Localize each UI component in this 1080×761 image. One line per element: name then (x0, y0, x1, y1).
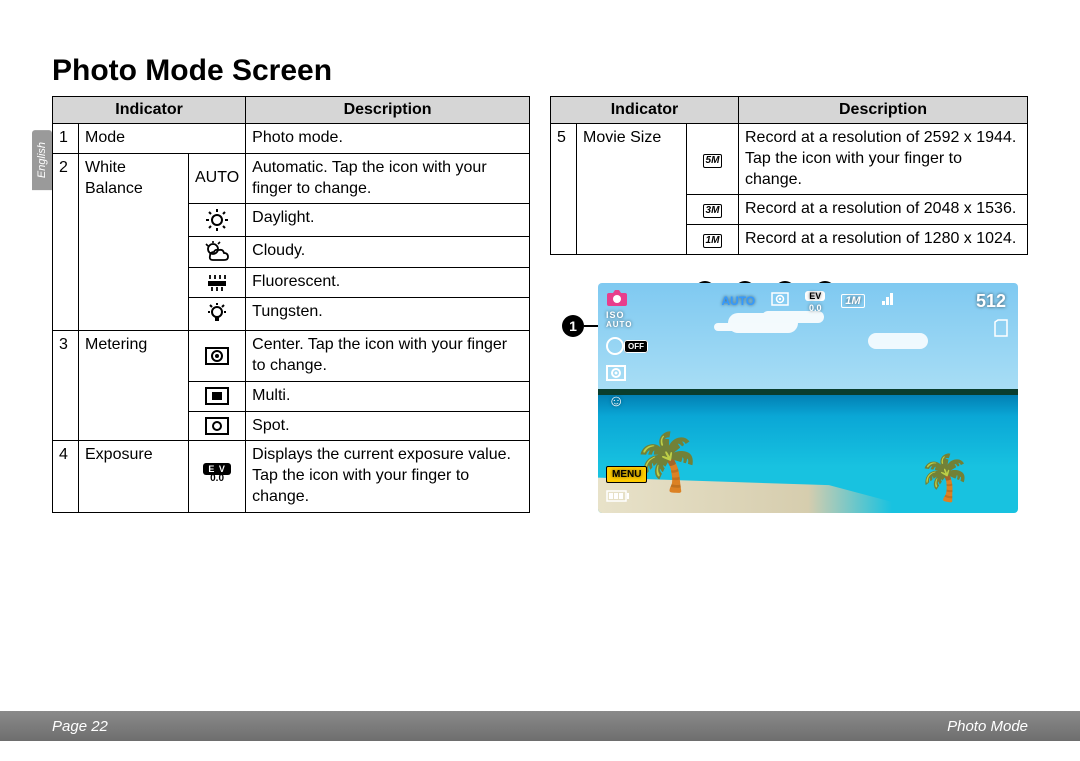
th-indicator: Indicator (53, 97, 246, 124)
row-number: 4 (53, 441, 79, 512)
row-indicator: Exposure (79, 441, 189, 512)
metering-center-icon (189, 331, 246, 382)
iso-indicator: ISOAUTO (606, 311, 633, 329)
auto-icon: AUTO (189, 153, 246, 204)
ev-indicator: EV0.0 (805, 289, 825, 313)
row-indicator: Movie Size (577, 124, 687, 255)
page-footer: Page 22 Photo Mode (0, 711, 1080, 741)
fluorescent-icon (189, 268, 246, 298)
row-indicator: White Balance (79, 153, 189, 330)
quality-icon (881, 292, 895, 309)
row-description: Multi. (246, 381, 530, 411)
row-description: Spot. (246, 411, 530, 441)
daylight-icon (189, 204, 246, 237)
table-row: 5 Movie Size 5M Record at a resolution o… (551, 124, 1028, 195)
table-row: 2 White Balance AUTO Automatic. Tap the … (53, 153, 530, 204)
size-indicator: 1M (841, 294, 864, 308)
row-description: Cloudy. (246, 237, 530, 268)
row-description: Tungsten. (246, 298, 530, 331)
table-row: 1 Mode Photo mode. (53, 124, 530, 154)
row-description: Center. Tap the icon with your finger to… (246, 331, 530, 382)
shots-remaining: 512 (976, 291, 1006, 312)
table-row: 4 Exposure E V0.0 Displays the current e… (53, 441, 530, 512)
screen-preview-block: 2 3 4 5 1 🌴 🌴 (550, 283, 1028, 513)
th-description: Description (246, 97, 530, 124)
size-3m-icon: 3M (687, 195, 739, 225)
exposure-icon: E V0.0 (189, 441, 246, 512)
tungsten-icon (189, 298, 246, 331)
row-indicator: Mode (79, 124, 246, 154)
table-row: 3 Metering Center. Tap the icon with you… (53, 331, 530, 382)
row-description: Daylight. (246, 204, 530, 237)
row-description: Fluorescent. (246, 268, 530, 298)
footer-page: Page 22 (52, 718, 108, 735)
callout-1: 1 (562, 315, 584, 337)
th-description: Description (739, 97, 1028, 124)
row-description: Automatic. Tap the icon with your finger… (246, 153, 530, 204)
row-description: Record at a resolution of 1280 x 1024. (739, 225, 1028, 255)
battery-icon (606, 490, 630, 505)
row-number: 1 (53, 124, 79, 154)
menu-button: MENU (606, 466, 647, 483)
metering-icon (606, 365, 626, 384)
row-number: 5 (551, 124, 577, 255)
th-indicator: Indicator (551, 97, 739, 124)
row-number: 2 (53, 153, 79, 330)
metering-spot-icon (189, 411, 246, 441)
sd-card-icon (994, 319, 1008, 340)
size-5m-icon: 5M (687, 124, 739, 195)
indicator-table-right: Indicator Description 5 Movie Size 5M Re… (550, 96, 1028, 255)
palm-icon: 🌴 (632, 429, 702, 495)
row-number: 3 (53, 331, 79, 441)
row-description: Record at a resolution of 2592 x 1944. T… (739, 124, 1028, 195)
row-description: Photo mode. (246, 124, 530, 154)
wb-auto-indicator: AUTO (721, 294, 755, 308)
row-indicator: Metering (79, 331, 189, 441)
row-description: Record at a resolution of 2048 x 1536. (739, 195, 1028, 225)
metering-multi-icon (189, 381, 246, 411)
flash-off-icon: OFF (606, 337, 648, 355)
indicator-table-left: Indicator Description 1 Mode Photo mode.… (52, 96, 530, 513)
face-icon: ☺ (608, 393, 624, 411)
metering-top-icon (771, 292, 789, 309)
footer-section: Photo Mode (947, 718, 1028, 735)
palm-icon: 🌴 (914, 447, 976, 506)
cloudy-icon (189, 237, 246, 268)
page-title: Photo Mode Screen (52, 54, 1028, 88)
lcd-preview: 🌴 🌴 ISOAUTO OFF ☺ MENU (598, 283, 1018, 513)
language-tab: English (32, 130, 52, 190)
size-1m-icon: 1M (687, 225, 739, 255)
row-description: Displays the current exposure value. Tap… (246, 441, 530, 512)
